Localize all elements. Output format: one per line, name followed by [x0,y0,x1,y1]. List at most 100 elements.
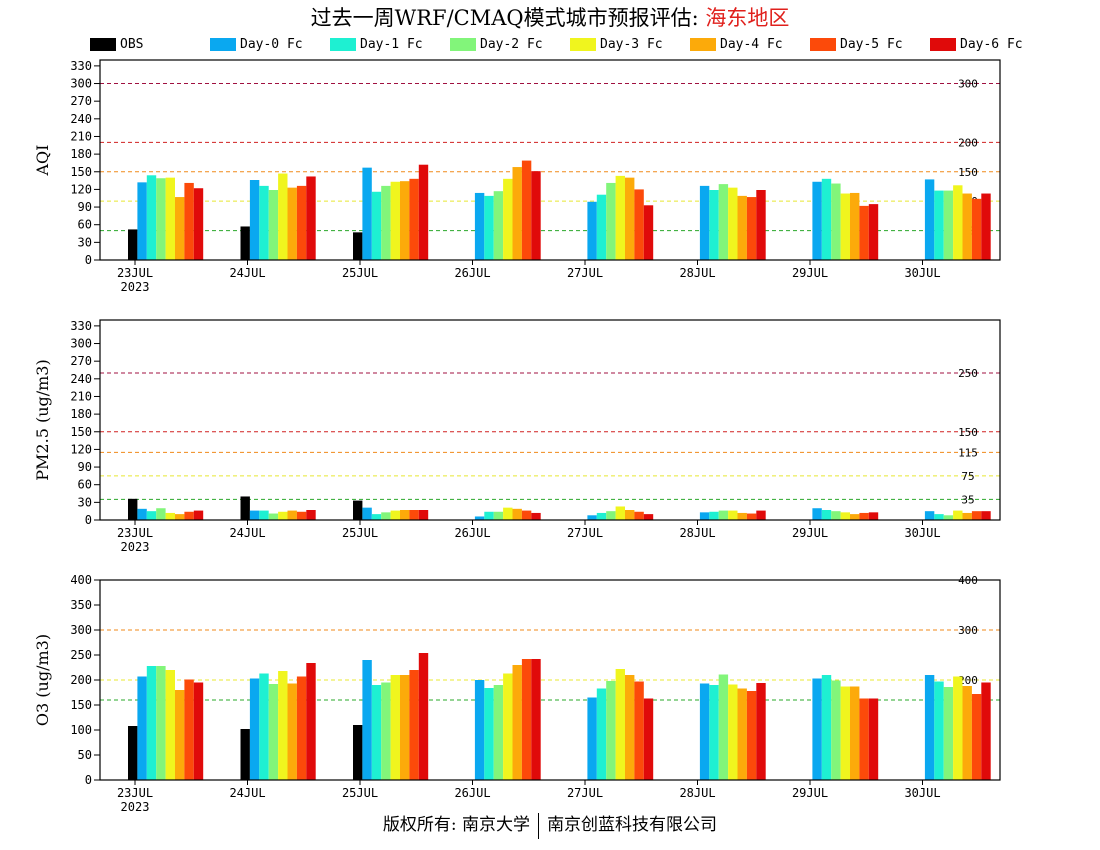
chart-panel-pm2-5: 35 75 115 150 250 0 30 60 90 120 150 180 210 240 270 30… [33,319,1001,554]
y-tick-label: 200 [70,673,92,687]
legend-swatch [930,37,956,51]
bar-obs [128,229,138,260]
bar-day-3-fc [278,511,288,520]
x-tick-label: 25JUL [342,786,378,800]
bar-day-5-fc [296,676,307,780]
footer: 版权所有: 南京大学 南京创蓝科技有限公司 [0,810,1100,839]
x-tick-label: 27JUL [567,526,603,540]
y-tick-label: 0 [85,773,92,787]
bar-day-2-fc [718,184,729,260]
y-tick-label: 0 [85,513,92,527]
bar-day-6-fc [306,510,316,520]
bar-day-4-fc [400,675,410,780]
bar-day-3-fc [165,670,175,780]
bar-day-5-fc [521,510,532,520]
bar-obs [240,496,250,520]
bar-obs [128,726,138,780]
threshold-label: 300 [958,78,978,91]
bar-day-5-fc [971,694,982,780]
bar-day-6-fc [643,205,654,260]
x-tick-label: 29JUL [792,786,828,800]
x-tick-label: 30JUL [904,526,940,540]
threshold-label: 75 [961,470,974,483]
bar-day-4-fc [850,514,860,520]
bar-day-1-fc [821,178,832,260]
bar-day-4-fc [400,181,410,260]
bar-obs [128,498,138,520]
bar-day-0-fc [249,510,260,520]
bar-day-4-fc [850,686,860,780]
bar-day-2-fc [493,685,504,780]
bar-day-5-fc [859,205,869,260]
bar-day-4-fc [287,683,297,780]
y-tick-label: 180 [70,407,92,421]
bar-day-5-fc [746,691,757,780]
legend-item-day-0-fc: Day-0 Fc [210,35,303,53]
bar-day-2-fc [493,191,504,260]
bar-day-0-fc [924,511,935,520]
bar-day-5-fc [296,511,307,520]
bar-day-3-fc [728,510,738,520]
y-tick-label: 350 [70,598,92,612]
legend-swatch [570,37,596,51]
bar-day-2-fc [381,682,391,780]
bar-day-6-fc [756,683,766,780]
bar-day-6-fc [531,512,541,520]
legend-swatch [330,37,356,51]
bar-day-2-fc [718,674,729,780]
legend-swatch [90,37,116,51]
y-tick-label: 240 [70,112,92,126]
bar-day-4-fc [512,167,522,260]
bar-day-4-fc [625,177,635,260]
bar-day-2-fc [156,508,166,520]
bar-day-5-fc [634,511,644,520]
x-tick-label: 26JUL [454,786,490,800]
y-tick-label: 150 [70,165,92,179]
bar-day-0-fc [812,508,822,520]
bar-day-3-fc [503,507,513,520]
bar-day-4-fc [737,688,747,780]
bar-day-2-fc [606,681,616,780]
x-tick-label: 26JUL [454,526,490,540]
bar-day-1-fc [709,685,719,780]
bar-day-1-fc [259,673,269,780]
threshold-label: 115 [958,446,978,459]
y-tick-label: 30 [78,495,92,509]
bar-day-1-fc [596,194,607,260]
legend-swatch [210,37,236,51]
bar-day-3-fc [390,181,400,260]
x-tick-label: 28JUL [679,266,715,280]
bar-day-5-fc [409,670,419,780]
bar-day-3-fc [728,187,738,260]
bar-day-3-fc [953,676,963,780]
x-tick-label: 29JUL [792,266,828,280]
legend-label: Day-5 Fc [840,36,903,52]
legend-label: Day-3 Fc [600,36,663,52]
bar-day-3-fc [165,177,175,260]
bar-day-0-fc [362,660,372,780]
bar-day-4-fc [400,510,410,520]
y-tick-label: 300 [70,77,92,91]
bar-day-1-fc [371,191,382,260]
bar-day-2-fc [156,178,166,260]
bar-day-1-fc [934,681,944,780]
legend-label: Day-4 Fc [720,36,783,52]
bar-day-1-fc [484,195,494,260]
bar-day-1-fc [709,190,719,260]
bar-day-3-fc [503,178,513,260]
x-tick-label: 28JUL [679,786,715,800]
bar-day-6-fc [193,188,204,260]
x-tick-label: 30JUL [904,786,940,800]
bar-day-0-fc [812,678,822,780]
bar-day-6-fc [531,659,541,780]
threshold-label: 35 [961,493,974,506]
y-axis-label: PM2.5 (ug/m3) [33,359,52,480]
bar-day-5-fc [746,197,757,260]
bar-day-6-fc [868,204,879,260]
x-tick-label: 26JUL [454,266,490,280]
x-tick-label: 23JUL [117,266,153,280]
bar-day-0-fc [137,508,147,520]
bar-obs [353,500,363,520]
legend-item-day-4-fc: Day-4 Fc [690,35,783,53]
bar-day-5-fc [859,698,869,780]
